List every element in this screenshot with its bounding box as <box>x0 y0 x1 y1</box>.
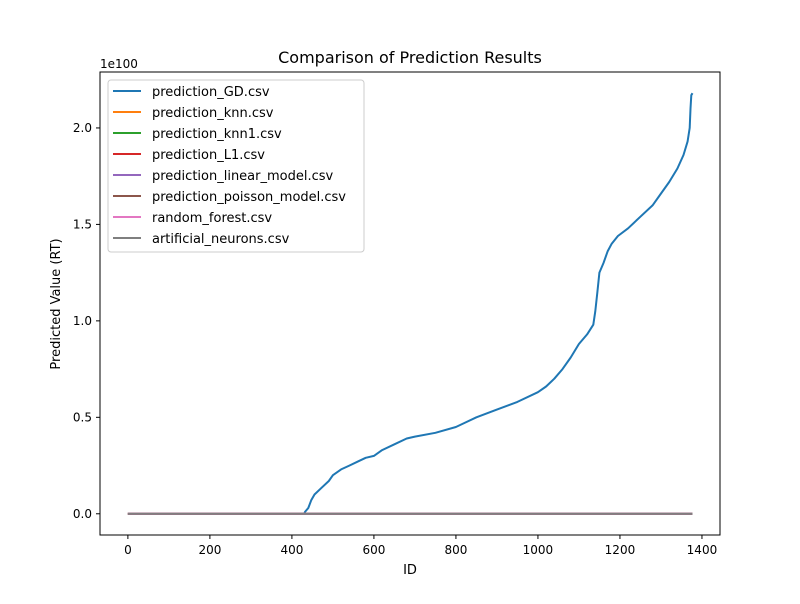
legend-box <box>107 79 365 253</box>
legend-label-5: prediction_poisson_model.csv <box>152 190 346 205</box>
axes: 0 200 400 600 800 1000 1200 1400 0.0 0.5 1.0 1.5 2.0 <box>73 71 721 557</box>
y-tick-label: 1.0 <box>73 314 92 328</box>
x-tick-label: 800 <box>444 543 467 557</box>
y-tick-label: 0.0 <box>73 507 92 521</box>
x-tick-label: 600 <box>362 543 385 557</box>
x-tick-label: 200 <box>198 543 221 557</box>
legend-label-2: prediction_knn1.csv <box>152 127 282 142</box>
y-axis-label: Predicted Value (RT) <box>49 238 64 369</box>
legend-label-4: prediction_linear_model.csv <box>152 169 334 184</box>
legend-label-1: prediction_knn.csv <box>152 106 274 121</box>
legend-label-6: random_forest.csv <box>152 211 272 226</box>
plot-area <box>127 92 694 515</box>
x-tick-label: 0 <box>124 543 132 557</box>
legend-label-7: artificial_neurons.csv <box>152 232 290 247</box>
y-axis-offset-text: 1e100 <box>100 57 138 71</box>
axes-frame <box>99 71 721 536</box>
x-axis-label: ID <box>403 563 417 578</box>
x-tick-label: 1000 <box>523 543 554 557</box>
x-tick-label: 1400 <box>687 543 718 557</box>
legend-label-3: prediction_L1.csv <box>152 148 265 163</box>
y-tick-label: 2.0 <box>73 121 92 135</box>
series-line-0 <box>127 92 694 515</box>
x-tick-label: 1200 <box>605 543 636 557</box>
legend: prediction_GD.csv prediction_knn.csvpredi… <box>107 79 365 253</box>
y-tick-label: 1.5 <box>73 217 92 231</box>
x-tick-label: 400 <box>280 543 303 557</box>
chart-title: Comparison of Prediction Results <box>278 48 542 67</box>
y-tick-label: 0.5 <box>73 410 92 424</box>
legend-label-0: prediction_GD.csv <box>152 85 270 100</box>
